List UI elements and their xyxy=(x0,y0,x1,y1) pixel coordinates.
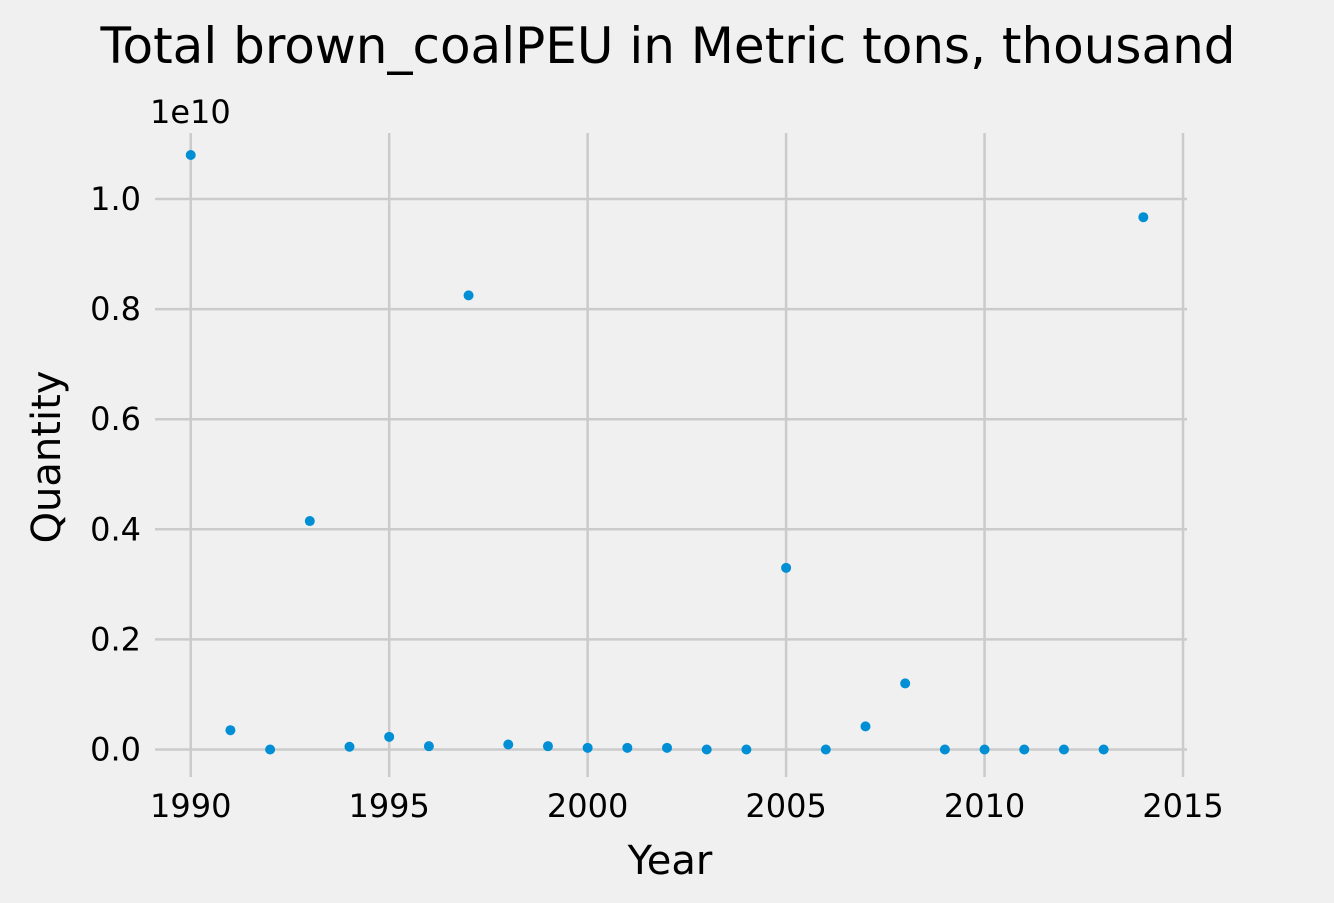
data-point xyxy=(304,516,315,527)
data-point xyxy=(185,150,196,161)
data-point xyxy=(781,562,792,573)
data-point xyxy=(939,744,950,755)
data-point xyxy=(1019,744,1030,755)
data-point xyxy=(860,721,871,732)
x-tick-label: 2000 xyxy=(547,787,628,825)
y-tick-label: 1.0 xyxy=(90,180,141,218)
y-tick-label: 0.2 xyxy=(90,620,141,658)
data-point xyxy=(225,725,236,736)
y-offset-label: 1e10 xyxy=(150,93,231,131)
data-point xyxy=(1138,212,1149,223)
data-point xyxy=(741,744,752,755)
x-tick-label: 2010 xyxy=(944,787,1025,825)
y-tick-label: 0.8 xyxy=(90,290,141,328)
data-point xyxy=(542,741,553,752)
x-tick-label: 2005 xyxy=(745,787,826,825)
data-point xyxy=(265,744,276,755)
data-point xyxy=(344,741,355,752)
data-point xyxy=(900,678,911,689)
data-point xyxy=(463,290,474,301)
y-tick-label: 0.4 xyxy=(90,510,141,548)
y-axis-label: Quantity xyxy=(24,371,70,544)
y-tick-label: 0.6 xyxy=(90,400,141,438)
data-point xyxy=(503,739,514,750)
data-point xyxy=(423,741,434,752)
data-point xyxy=(979,744,990,755)
data-point xyxy=(701,744,712,755)
x-tick-label: 1990 xyxy=(150,787,231,825)
data-point xyxy=(820,744,831,755)
data-point xyxy=(622,742,633,753)
x-tick-label: 2015 xyxy=(1142,787,1223,825)
x-tick-labels: 1990 1995 2000 2005 2010 2015 xyxy=(150,787,1224,825)
data-point xyxy=(384,731,395,742)
chart-title: Total brown_coalPEU in Metric tons, thou… xyxy=(99,17,1235,75)
y-tick-label: 0.0 xyxy=(90,730,141,768)
data-point xyxy=(662,742,673,753)
y-tick-labels: 0.0 0.2 0.4 0.6 0.8 1.0 xyxy=(90,180,141,768)
data-point xyxy=(582,742,593,753)
data-points xyxy=(185,150,1149,755)
x-axis-label: Year xyxy=(627,838,713,884)
data-point xyxy=(1098,744,1109,755)
data-point xyxy=(1058,744,1069,755)
grid-lines xyxy=(155,133,1187,777)
x-tick-label: 1995 xyxy=(348,787,429,825)
